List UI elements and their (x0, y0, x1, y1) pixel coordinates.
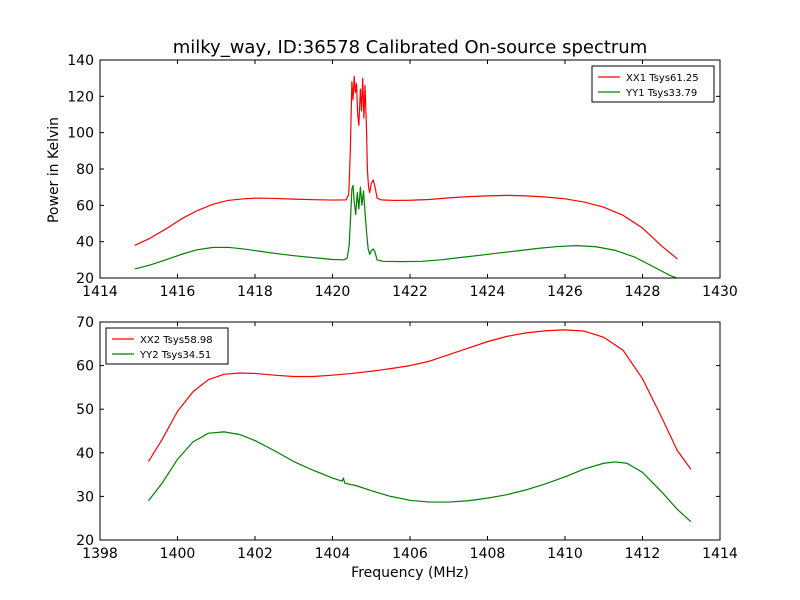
x-tick-label: 1414 (82, 284, 118, 300)
panel1-series-yy1-line (134, 184, 679, 278)
panel2-series-yy2-line (147, 431, 692, 523)
y-tick-label: 40 (76, 235, 94, 251)
x-tick-label: 1398 (82, 546, 118, 562)
y-tick-label: 120 (67, 89, 94, 105)
panel2-legend: XX2 Tsys58.98 YY2 Tsys34.51 (105, 327, 229, 365)
x-tick-label: 1418 (237, 284, 273, 300)
x-tick-label: 1426 (547, 284, 583, 300)
x-tick-label: 1412 (625, 546, 661, 562)
x-tick-label: 1424 (470, 284, 506, 300)
legend-entry-label: XX2 Tsys58.98 (140, 335, 213, 346)
x-tick-label: 1402 (237, 546, 273, 562)
y-axis-label: Power in Kelvin (46, 117, 62, 223)
x-axis-label: Frequency (MHz) (351, 565, 469, 581)
panel1-legend: XX1 Tsys61.25 YY1 Tsys33.79 (591, 65, 715, 103)
y-tick-label: 80 (76, 162, 94, 178)
panel2-series-xx2-line (147, 329, 692, 470)
legend-entry-label: YY2 Tsys34.51 (139, 350, 211, 361)
x-tick-label: 1408 (470, 546, 506, 562)
y-tick-label: 60 (76, 198, 94, 214)
legend-entry-label: YY1 Tsys33.79 (625, 88, 697, 99)
y-tick-label: 60 (76, 359, 94, 375)
x-tick-label: 1428 (625, 284, 661, 300)
y-tick-label: 40 (76, 446, 94, 462)
y-tick-label: 100 (67, 126, 94, 142)
bottom-panel: 1398 1400 1402 1404 1406 1408 1410 1412 1414 20 30… (76, 315, 738, 562)
legend-entry-label: XX1 Tsys61.25 (626, 73, 699, 84)
y-tick-label: 140 (67, 53, 94, 69)
x-tick-label: 1400 (160, 546, 196, 562)
x-tick-label: 1430 (702, 284, 738, 300)
y-tick-label: 70 (76, 315, 94, 331)
y-tick-label: 50 (76, 402, 94, 418)
y-tick-label: 20 (76, 271, 94, 287)
x-tick-label: 1406 (392, 546, 428, 562)
x-tick-label: 1416 (160, 284, 196, 300)
x-tick-label: 1404 (315, 546, 351, 562)
x-tick-label: 1414 (702, 546, 738, 562)
top-panel: 1414 1416 1418 1420 1422 1424 1426 1428 1430 20 40… (67, 53, 738, 300)
chart-title: milky_way, ID:36578 Calibrated On-source… (173, 37, 648, 58)
x-tick-label: 1420 (315, 284, 351, 300)
y-tick-label: 30 (76, 489, 94, 505)
x-tick-label: 1410 (547, 546, 583, 562)
panel1-series-xx1-line (134, 75, 678, 260)
y-tick-label: 20 (76, 533, 94, 549)
x-tick-label: 1422 (392, 284, 428, 300)
